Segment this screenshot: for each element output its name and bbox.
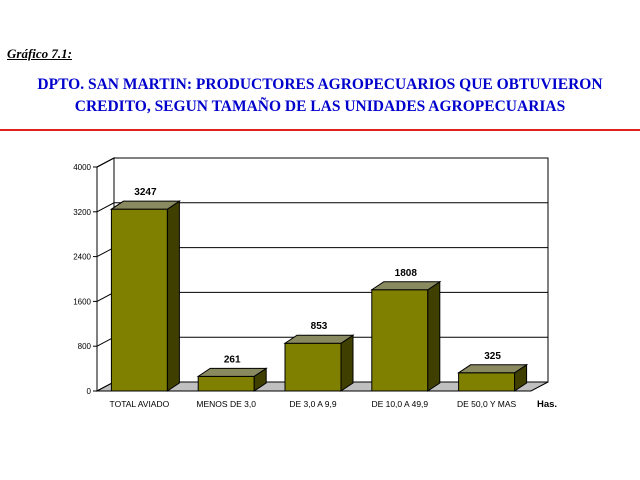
bar-front [458,372,516,392]
y-tick-label: 3200 [73,208,91,217]
data-label: 3247 [134,187,157,198]
y-tick-label: 800 [78,342,92,351]
figure-caption: Gráfico 7.1: [7,46,72,61]
category-label: TOTAL AVIADO [110,399,170,409]
y-tick-label: 2400 [73,253,91,262]
bar-side [427,280,441,392]
unit-label: Has. [537,399,557,410]
chart-title-line-2: CREDITO, SEGUN TAMAÑO DE LAS UNIDADES AG… [74,98,566,115]
data-label: 1808 [395,268,418,279]
chart-title: DPTO. SAN MARTIN: PRODUCTORES AGROPECUAR… [0,74,640,118]
bar-front [284,342,342,392]
bar-side [166,200,180,392]
category-label: MENOS DE 3,0 [196,399,256,409]
bar-front [371,289,429,392]
bar [370,280,442,392]
bar-top [283,334,355,344]
header-divider [0,129,640,131]
bar-front [197,375,255,392]
bar-top [370,281,442,291]
bar-top [196,367,268,377]
category-label: DE 50,0 Y MAS [457,399,517,409]
bar-top [456,364,529,374]
bar [456,363,529,392]
data-label: 325 [484,351,501,362]
y-tick-label: 1600 [73,297,91,306]
chart-title-line-1: DPTO. SAN MARTIN: PRODUCTORES AGROPECUAR… [37,76,603,93]
bar-front [110,208,168,392]
bar [109,200,182,392]
data-label: 853 [311,321,328,332]
category-label: DE 10,0 A 49,9 [371,399,428,409]
bar-side [340,334,354,392]
y-tick-label: 0 [87,387,92,396]
chart-bars [109,200,529,392]
chart-labels: 3247 TOTAL AVIADO 261 MENOS DE 3,0 853 DE 3,0… [110,187,558,410]
bar [196,367,268,392]
category-label: DE 3,0 A 9,9 [289,399,337,409]
gridline [96,202,548,213]
y-tick-label: 4000 [73,163,91,172]
gridline [96,157,548,168]
data-label: 261 [224,354,241,365]
bar [283,334,355,392]
bar-top [109,200,182,210]
